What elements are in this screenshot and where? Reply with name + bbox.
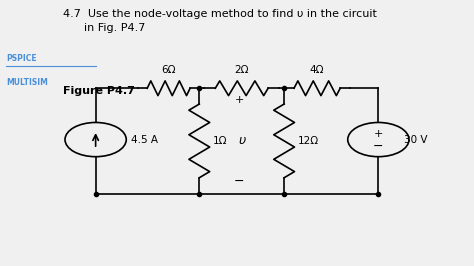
Text: Figure P4.7: Figure P4.7	[63, 86, 135, 95]
Text: 30 V: 30 V	[404, 135, 428, 145]
Text: 2Ω: 2Ω	[235, 65, 249, 75]
Text: PSPICE: PSPICE	[6, 54, 36, 63]
Text: υ: υ	[238, 134, 246, 147]
Text: 1Ω: 1Ω	[212, 136, 227, 146]
Text: 4Ω: 4Ω	[310, 65, 324, 75]
Text: +: +	[235, 95, 244, 105]
Text: −: −	[234, 175, 245, 188]
Text: 12Ω: 12Ω	[297, 136, 319, 146]
Text: +: +	[374, 129, 383, 139]
Text: 4.7  Use the node-voltage method to find υ in the circuit
      in Fig. P4.7: 4.7 Use the node-voltage method to find …	[63, 9, 376, 33]
Text: −: −	[373, 140, 383, 153]
Text: 4.5 A: 4.5 A	[131, 135, 158, 145]
Text: 6Ω: 6Ω	[162, 65, 176, 75]
Text: MULTISIM: MULTISIM	[6, 78, 48, 87]
